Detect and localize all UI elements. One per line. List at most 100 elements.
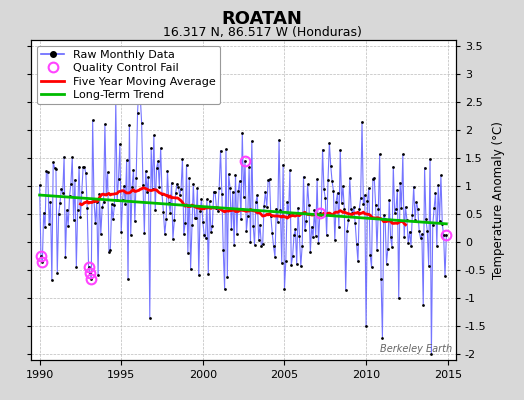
Point: [325, 140, 334, 146]
Point: [211, 189, 219, 196]
Point: [235, 178, 244, 184]
Point: [305, 202, 313, 209]
Point: [309, 234, 317, 240]
Legend: Raw Monthly Data, Quality Control Fail, Five Year Moving Average, Long-Term Tren: Raw Monthly Data, Quality Control Fail, …: [37, 46, 220, 104]
Y-axis label: Temperature Anomaly (°C): Temperature Anomaly (°C): [492, 121, 505, 279]
Text: ROATAN: ROATAN: [222, 10, 302, 28]
Point: [366, 252, 374, 258]
Point: [408, 211, 417, 218]
Point: [288, 253, 297, 260]
Point: [278, 260, 286, 266]
Point: [193, 185, 202, 191]
Point: [147, 144, 155, 151]
Point: [245, 164, 253, 170]
Point: [297, 263, 305, 270]
Point: [83, 204, 91, 211]
Point: [221, 286, 229, 292]
Point: [399, 151, 407, 158]
Point: [376, 151, 384, 157]
Point: [166, 210, 174, 216]
Point: [369, 175, 377, 182]
Point: [241, 158, 249, 164]
Point: [348, 210, 357, 217]
Point: [343, 228, 351, 234]
Point: [217, 191, 226, 198]
Point: [329, 188, 337, 194]
Point: [319, 146, 327, 153]
Point: [123, 157, 131, 163]
Point: [200, 232, 209, 238]
Point: [252, 199, 260, 205]
Point: [61, 254, 70, 260]
Point: [298, 243, 307, 250]
Point: [135, 82, 143, 88]
Point: [140, 230, 148, 236]
Point: [440, 232, 448, 238]
Point: [332, 198, 341, 205]
Point: [129, 166, 138, 173]
Point: [271, 254, 279, 260]
Point: [429, 222, 437, 229]
Point: [344, 217, 353, 224]
Point: [290, 232, 298, 238]
Point: [279, 162, 287, 168]
Point: [427, 351, 435, 358]
Point: [96, 231, 105, 237]
Point: [424, 262, 433, 269]
Point: [303, 181, 312, 188]
Point: [143, 188, 151, 195]
Point: [73, 207, 82, 213]
Point: [176, 192, 184, 198]
Point: [56, 200, 64, 206]
Point: [362, 323, 370, 330]
Point: [314, 240, 323, 247]
Text: 16.317 N, 86.517 W (Honduras): 16.317 N, 86.517 W (Honduras): [162, 26, 362, 39]
Point: [337, 200, 346, 206]
Point: [151, 206, 159, 213]
Point: [359, 201, 367, 208]
Point: [417, 235, 425, 242]
Point: [208, 223, 216, 229]
Point: [265, 176, 274, 182]
Point: [308, 224, 316, 230]
Point: [248, 138, 256, 144]
Point: [174, 184, 182, 190]
Point: [117, 228, 125, 235]
Point: [158, 191, 166, 198]
Point: [157, 145, 165, 151]
Point: [389, 163, 398, 170]
Point: [187, 266, 195, 272]
Point: [230, 242, 238, 249]
Point: [406, 228, 414, 235]
Point: [215, 185, 223, 191]
Point: [322, 232, 331, 238]
Point: [181, 220, 189, 227]
Point: [423, 228, 431, 234]
Point: [100, 198, 108, 205]
Point: [263, 204, 271, 210]
Point: [39, 210, 48, 216]
Point: [285, 212, 293, 218]
Point: [351, 220, 359, 226]
Point: [419, 302, 428, 308]
Point: [412, 198, 421, 205]
Point: [291, 226, 300, 232]
Point: [169, 236, 177, 242]
Point: [295, 232, 303, 239]
Point: [59, 190, 67, 196]
Point: [339, 183, 347, 189]
Point: [431, 190, 440, 196]
Point: [226, 185, 234, 192]
Point: [407, 243, 415, 249]
Point: [413, 206, 422, 212]
Point: [127, 232, 135, 238]
Point: [224, 171, 233, 178]
Point: [275, 137, 283, 143]
Point: [137, 120, 146, 126]
Point: [188, 222, 196, 229]
Point: [150, 132, 158, 139]
Point: [378, 334, 387, 341]
Point: [48, 277, 56, 284]
Point: [373, 246, 381, 253]
Point: [404, 240, 412, 247]
